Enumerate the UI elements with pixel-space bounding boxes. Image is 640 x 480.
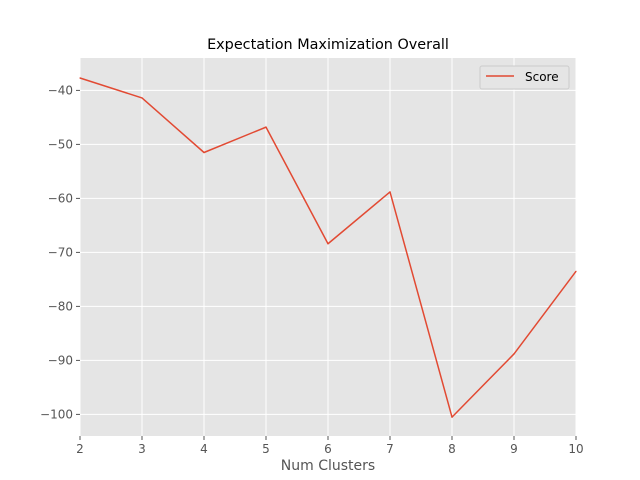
data-point [327,243,329,245]
x-tick-label: 5 [262,442,270,456]
data-point [575,270,577,272]
ticks: 2 3 4 5 6 7 8 9 10 −40 −50 −60 −70 −80 −90 −100 [40,83,584,456]
x-tick-label: 8 [448,442,456,456]
data-point [79,77,81,79]
y-tick-label: −50 [48,137,73,151]
x-tick-label: 2 [76,442,84,456]
data-point [513,353,515,355]
series-group [79,77,577,418]
y-tick-label: −70 [48,245,73,259]
x-tick-label: 3 [138,442,146,456]
y-tick-label: −80 [48,299,73,313]
data-point [141,97,143,99]
data-point [203,151,205,154]
x-tick-label: 7 [386,442,394,456]
chart-title: Expectation Maximization Overall [207,37,449,53]
y-tick-label: −90 [48,353,73,367]
x-tick-label: 9 [510,442,518,456]
x-tick-label: 6 [324,442,332,456]
y-tick-label: −100 [40,407,73,421]
data-point [265,126,267,128]
grid [79,58,577,436]
x-tick-label: 10 [568,442,583,456]
y-tick-label: −60 [48,191,73,205]
y-tick-label: −40 [48,83,73,97]
legend-box [479,65,570,90]
data-point [451,416,453,418]
x-tick-label: 4 [200,442,208,456]
legend: Score [479,65,570,90]
legend-label: Score [525,70,559,84]
data-point [389,191,391,193]
x-axis-label: Num Clusters [281,458,375,474]
